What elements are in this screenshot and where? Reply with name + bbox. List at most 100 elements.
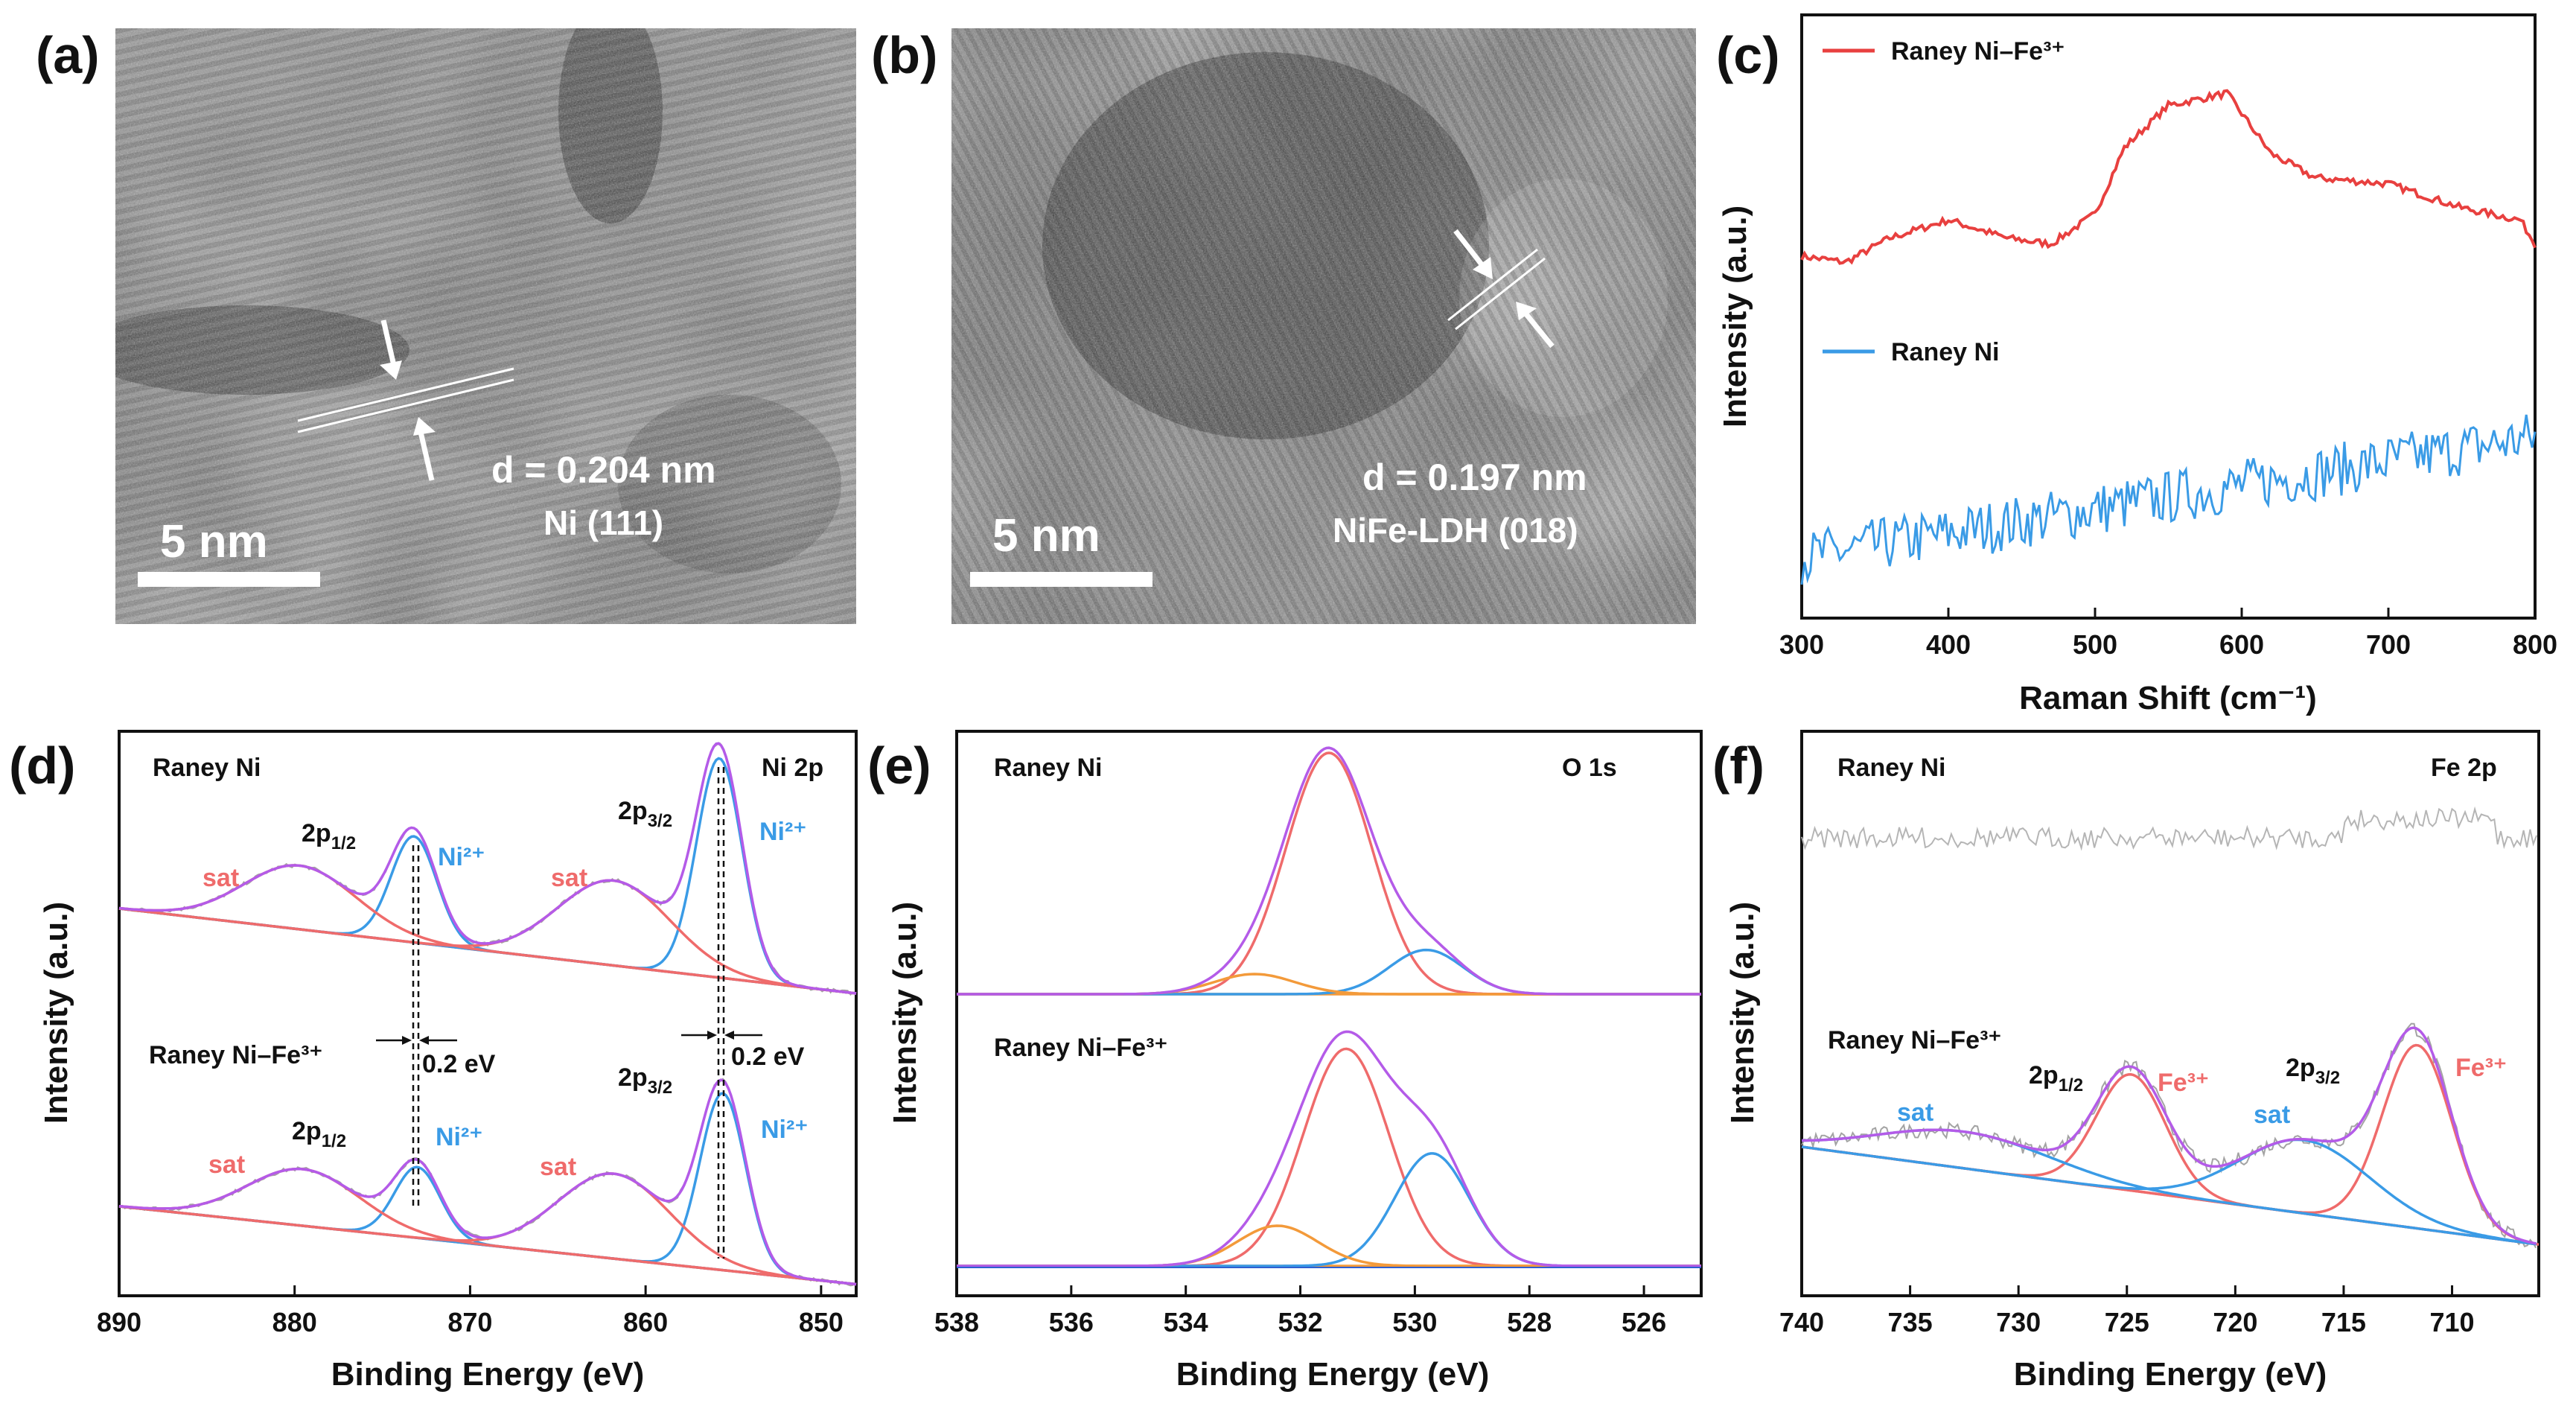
shift-label-d1: 0.2 eV [422,1050,496,1078]
x-tick-label-c: 800 [2513,629,2557,660]
sat-label-d1: sat [203,864,239,892]
component-e-0-1 [957,948,1701,996]
series-line-ni [1800,414,2537,585]
component-d-1-0 [118,1092,857,1286]
x-tick-label-e: 532 [1278,1307,1322,1337]
sat-label-d4: sat [540,1153,576,1181]
component-f-0-2 [1801,1138,2537,1246]
x-axis-c: 300 400 500 600 700 800 [1779,608,2557,660]
x-tick-label-c: 300 [1779,629,1824,660]
x-axis-f: 740 735 730 725 720 715 710 [1779,1285,2475,1337]
panel-e: (e) 538 536 534 532 530 528 526 Raney Ni O 1s … [867,730,1703,1393]
sample-label-e-top: Raney Ni [994,754,1103,782]
x-tick-label-e: 536 [1049,1307,1094,1337]
plot-frame-f [1800,730,2540,1297]
x-tick-label-e: 528 [1507,1307,1552,1337]
panel-c: (c) 300 400 500 600 700 800 Raney Ni–Fe³⁺ Ran… [1716,13,2557,716]
envelope-e-0 [957,746,1701,996]
shift-arrowhead-d3 [707,1031,717,1040]
curves-f [1801,806,2540,1249]
title-e: O 1s [1562,754,1617,782]
ni2-label-d1: Ni²⁺ [438,843,485,871]
component-e-1-2 [957,1224,1701,1267]
x-axis-label-d: Binding Energy (eV) [331,1356,644,1393]
panel-b-letter: (b) [871,26,937,84]
x-tick-label-d: 890 [97,1307,141,1337]
plot-frame-d [118,730,858,1297]
x-tick-label-e: 534 [1164,1307,1208,1337]
title-d: Ni 2p [762,754,823,782]
x-tick-label-f: 730 [1996,1307,2041,1337]
shift-arrowhead-d1 [402,1036,412,1045]
component-e-0-0 [957,751,1701,996]
x-tick-label-e: 530 [1392,1307,1437,1337]
tem-image-a [115,28,856,624]
plane-a: Ni (111) [543,503,663,542]
panel-c-letter: (c) [1716,26,1780,84]
shift-label-d2: 0.2 eV [731,1043,805,1071]
label-2p12-bottom: 2p1/2 [292,1117,346,1151]
raw-f-0 [1801,1022,2537,1249]
series-line-nife [1800,89,2537,265]
sample-label-d-top: Raney Ni [153,754,261,782]
x-tick-label-e: 526 [1622,1307,1666,1337]
series-c [1800,89,2537,585]
panel-d: (d) 890 880 870 860 850 Raney Ni Ni 2p Raney… [9,730,858,1393]
x-axis-d: 890 880 870 860 850 [97,1285,844,1337]
sat-label-f1: sat [1897,1098,1933,1127]
raw-f-ni [1801,806,2538,851]
x-tick-label-f: 710 [2429,1307,2474,1337]
panel-b: (b) 5 nm d = 0.197 nm NiFe-LDH (018) [871,26,1696,624]
x-tick-label-f: 715 [2321,1307,2366,1337]
panel-a: (a) 5 nm d = 0.204 nm Ni (111) [36,26,856,624]
sat-label-f2: sat [2254,1101,2290,1129]
x-tick-label-d: 850 [799,1307,844,1337]
sat-label-d2: sat [551,864,587,892]
d-spacing-b: d = 0.197 nm [1362,456,1587,498]
x-axis-label-f: Binding Energy (eV) [2014,1356,2327,1393]
plot-frame-c [1800,13,2537,620]
sat-label-d3: sat [208,1151,245,1179]
envelope-f-0 [1802,1026,2537,1245]
component-e-1-0 [957,1047,1701,1267]
x-tick-label-e: 538 [934,1307,979,1337]
label-f-2p32: 2p3/2 [2286,1054,2340,1088]
legend-ni: Raney Ni [1891,338,2000,366]
label-2p12-top: 2p1/2 [302,819,356,853]
envelope-d-0 [118,742,857,995]
envelope-d-1 [118,1078,857,1286]
raw-d-1 [118,1078,854,1287]
x-tick-label-f: 720 [2213,1307,2257,1337]
x-tick-label-f: 735 [1888,1307,1933,1337]
panel-d-letter: (d) [9,737,75,795]
curves-e [957,746,1701,1268]
label-2p32-bottom: 2p3/2 [618,1063,672,1098]
x-tick-label-c: 400 [1926,629,1971,660]
ni2-label-d2: Ni²⁺ [759,818,806,846]
x-tick-label-f: 725 [2105,1307,2149,1337]
panel-a-letter: (a) [36,26,100,84]
sample-label-f-bottom: Raney Ni–Fe³⁺ [1828,1026,2001,1054]
x-axis-e: 538 536 534 532 530 528 526 [934,1285,1666,1337]
label-f-2p12: 2p1/2 [2029,1061,2083,1095]
shift-arrowhead-d2 [419,1036,429,1045]
component-e-0-2 [957,973,1701,996]
curves-d [118,742,857,1287]
d-spacing-a: d = 0.204 nm [491,449,716,491]
panel-f-letter: (f) [1712,737,1764,795]
label-2p32-top: 2p3/2 [618,797,672,831]
scale-bar-label-b: 5 nm [992,510,1100,561]
ni2-label-d4: Ni²⁺ [761,1116,808,1144]
x-axis-label-c: Raman Shift (cm⁻¹) [2019,680,2317,716]
y-axis-label-d: Intensity (a.u.) [38,902,74,1124]
panel-e-letter: (e) [867,737,931,795]
x-tick-label-f: 740 [1779,1307,1824,1337]
sample-label-e-bottom: Raney Ni–Fe³⁺ [994,1034,1167,1062]
sample-label-f-top: Raney Ni [1837,754,1946,782]
x-tick-label-c: 500 [2073,629,2117,660]
sample-label-d-bottom: Raney Ni–Fe³⁺ [149,1041,322,1069]
shift-arrowhead-d4 [724,1031,734,1040]
envelope-e-1 [957,1030,1701,1267]
x-tick-label-d: 870 [447,1307,492,1337]
y-axis-label-f: Intensity (a.u.) [1724,902,1761,1124]
